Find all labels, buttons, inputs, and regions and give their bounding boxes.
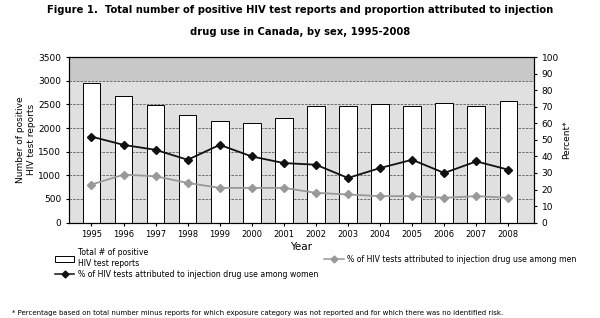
Bar [211,121,229,223]
Bar [467,107,485,223]
Bar [69,57,534,81]
Bar [83,83,100,223]
Y-axis label: Number of positive
HIV test reports: Number of positive HIV test reports [16,97,35,183]
Bar [403,106,421,223]
Text: drug use in Canada, by sex, 1995-2008: drug use in Canada, by sex, 1995-2008 [190,27,410,37]
Bar [147,105,164,223]
X-axis label: Year: Year [290,242,313,252]
Bar [500,101,517,223]
Text: Figure 1.  Total number of positive HIV test reports and proportion attributed t: Figure 1. Total number of positive HIV t… [47,5,553,15]
Bar [339,106,357,223]
Legend: Total # of positive
HIV test reports, % of HIV tests attributed to injection dru: Total # of positive HIV test reports, % … [52,245,579,282]
Text: * Percentage based on total number minus reports for which exposure category was: * Percentage based on total number minus… [12,310,503,316]
Bar [307,106,325,223]
Y-axis label: Percent*: Percent* [562,121,571,159]
Bar [275,118,293,223]
Bar [179,115,196,223]
Bar [436,103,453,223]
Bar [371,105,389,223]
Bar [243,123,260,223]
Bar [115,96,133,223]
